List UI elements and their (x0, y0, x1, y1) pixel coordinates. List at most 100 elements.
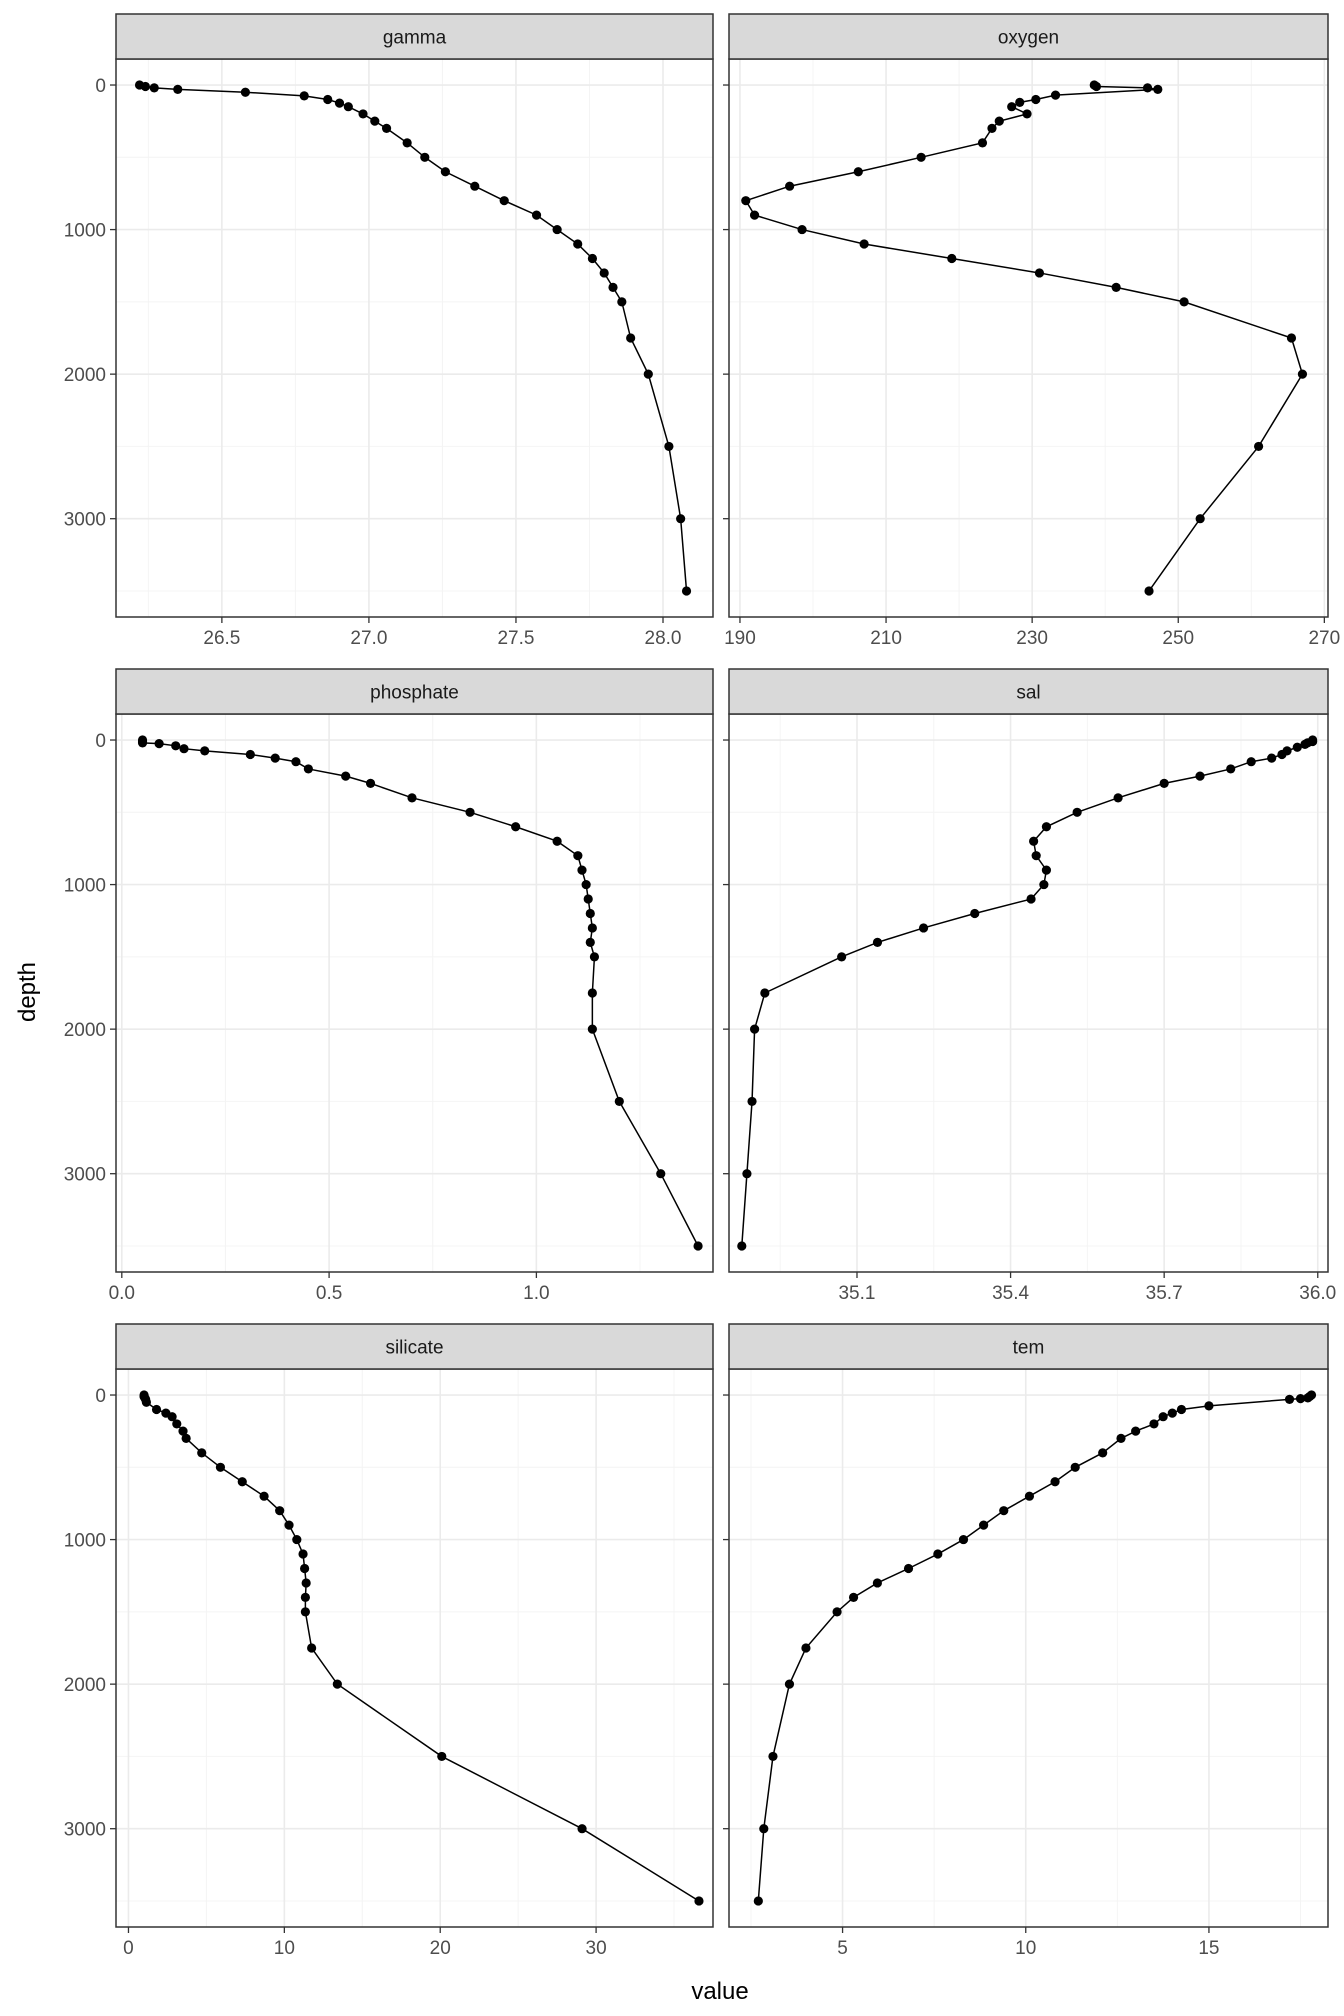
data-point (918, 923, 929, 933)
y-tick-label: 3000 (64, 1165, 106, 1186)
data-point (1041, 865, 1052, 875)
data-point (643, 369, 653, 379)
facet-strip-label: gamma (383, 28, 447, 49)
data-point (1050, 1477, 1060, 1487)
data-point (298, 1549, 308, 1559)
panel-background (116, 714, 713, 1272)
y-tick-label: 3000 (64, 510, 106, 531)
data-point (1204, 1401, 1214, 1411)
facet-strip-label: oxygen (998, 28, 1059, 49)
data-point (179, 744, 189, 754)
data-point (334, 98, 345, 108)
data-point (1113, 793, 1123, 803)
data-point (1144, 586, 1154, 596)
data-point (693, 1241, 703, 1251)
data-point (1284, 1394, 1295, 1404)
data-point (300, 1607, 310, 1617)
data-point (599, 268, 609, 278)
x-axis: 26.5 27.0 27.5 28.0 (203, 617, 681, 649)
data-point (178, 1426, 188, 1436)
data-point (664, 441, 674, 452)
data-point (167, 1412, 177, 1422)
x-tick-label: 27.5 (497, 628, 534, 649)
data-point (1116, 1433, 1126, 1443)
data-point (407, 793, 417, 803)
x-tick-label: 15 (1198, 1938, 1219, 1959)
data-point (307, 1643, 317, 1653)
gridlines (116, 714, 713, 1272)
data-point (999, 1506, 1009, 1516)
panel-background (729, 59, 1328, 617)
panel-background (116, 1369, 713, 1927)
data-point (933, 1549, 943, 1559)
y-axis: 0 1000 2000 3000 (64, 731, 116, 1186)
data-point (1031, 94, 1041, 105)
panel-background (729, 714, 1328, 1272)
x-tick-label: 35.4 (992, 1283, 1029, 1304)
data-point (694, 1896, 704, 1906)
facet-panel-tem: tem 5 10 15 (723, 1323, 1329, 1959)
data-point (577, 865, 587, 875)
data-point (300, 1592, 310, 1603)
data-point (440, 167, 450, 177)
gridlines (116, 59, 713, 617)
data-point (785, 181, 795, 191)
data-point (151, 1404, 162, 1415)
x-tick-label: 190 (724, 628, 756, 649)
data-point (1039, 879, 1049, 890)
data-point (987, 123, 997, 133)
data-point (1167, 1408, 1177, 1418)
data-point (171, 741, 181, 751)
data-point (465, 807, 475, 817)
data-point (365, 778, 376, 788)
data-point (784, 1679, 795, 1689)
data-point (343, 102, 353, 112)
data-point (1024, 1491, 1035, 1501)
x-axis-title: value (691, 1978, 748, 2005)
x-tick-label: 10 (274, 1938, 295, 1959)
data-point (1070, 1462, 1080, 1472)
data-point (531, 210, 542, 220)
y-axis (723, 739, 729, 1175)
data-point (237, 1477, 247, 1487)
data-point (1098, 1448, 1108, 1458)
data-point (299, 91, 309, 101)
data-point (511, 822, 521, 832)
data-point (656, 1169, 666, 1179)
data-point (301, 1578, 311, 1588)
data-point (358, 109, 368, 119)
facet-strip-label: phosphate (370, 683, 459, 704)
x-axis: 35.1 35.4 35.7 36.0 (838, 1272, 1336, 1304)
y-tick-label: 0 (95, 1386, 106, 1407)
data-point (1072, 807, 1082, 817)
x-tick-label: 36.0 (1299, 1283, 1336, 1304)
y-tick-label: 2000 (64, 1020, 106, 1041)
data-point (577, 1824, 587, 1834)
y-axis: 0 1000 2000 3000 (64, 1386, 116, 1841)
data-point (1149, 1419, 1159, 1429)
data-point (381, 123, 392, 133)
data-point (1131, 1426, 1141, 1436)
data-point (1111, 282, 1121, 293)
data-point (270, 753, 280, 763)
data-point (585, 908, 595, 919)
y-tick-label: 3000 (64, 1820, 106, 1841)
data-point (903, 1563, 914, 1574)
facet-strip (115, 668, 714, 715)
facet-strip (728, 1323, 1329, 1370)
data-point (275, 1506, 285, 1516)
facet-strip (115, 13, 714, 60)
panel-background (729, 1369, 1328, 1927)
data-point (154, 739, 164, 749)
x-tick-label: 250 (1162, 628, 1194, 649)
data-point (848, 1592, 859, 1603)
facet-panel-sal: sal 35.1 35.4 35.7 36.0 (723, 668, 1336, 1304)
data-point (197, 1448, 207, 1458)
data-point (859, 239, 869, 249)
facet-panel-silicate: silicate 0 10 20 30 0 1000 2000 3000 (64, 1323, 714, 1959)
facet-strip (728, 13, 1329, 60)
data-point (979, 1520, 989, 1530)
x-tick-label: 230 (1016, 628, 1048, 649)
y-tick-label: 1000 (64, 1531, 106, 1552)
